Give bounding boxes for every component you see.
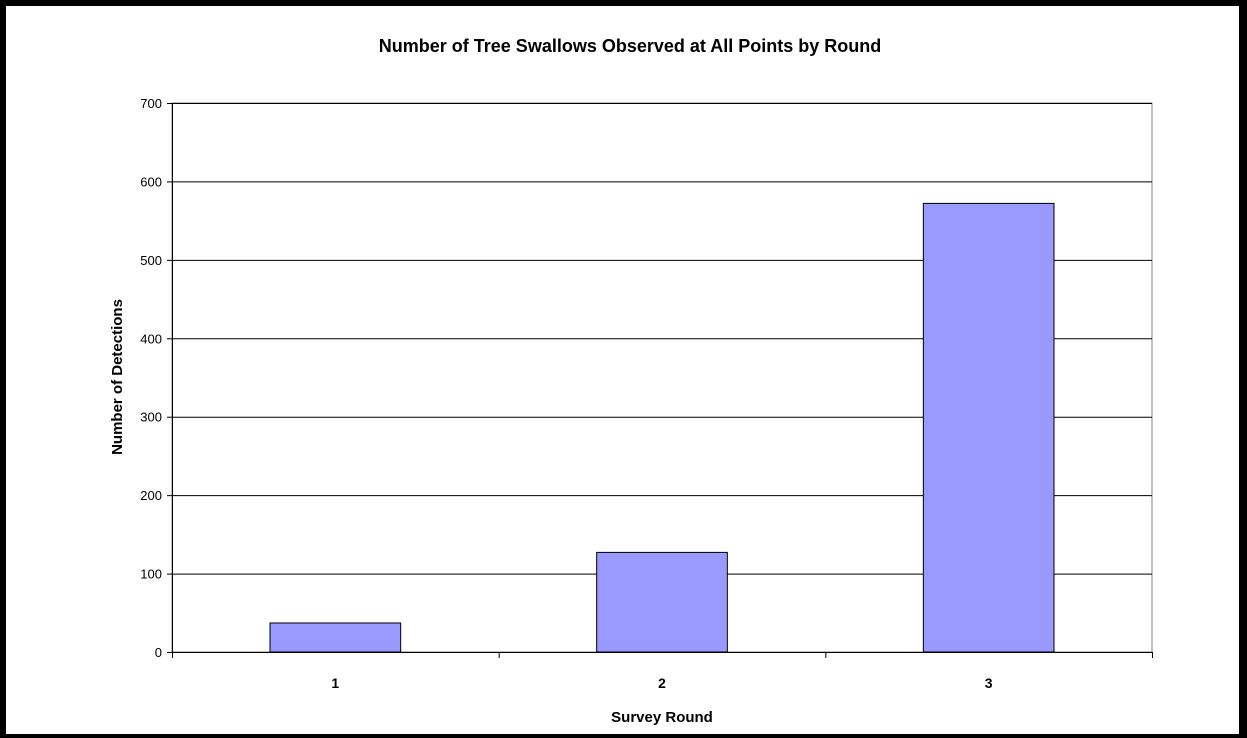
y-tick-label: 0 bbox=[155, 645, 162, 660]
y-tick-label: 600 bbox=[140, 174, 162, 189]
x-axis-label: Survey Round bbox=[611, 709, 713, 726]
chart-title: Number of Tree Swallows Observed at All … bbox=[379, 36, 881, 56]
y-tick-label: 300 bbox=[140, 410, 162, 425]
bar-2 bbox=[596, 551, 728, 653]
x-tick-label: 2 bbox=[658, 675, 666, 691]
bar-1 bbox=[269, 622, 402, 653]
x-tick-label: 3 bbox=[985, 675, 993, 691]
y-tick-label: 200 bbox=[140, 488, 162, 503]
y-tick-label: 400 bbox=[140, 331, 162, 346]
x-tick-label: 1 bbox=[331, 675, 339, 691]
bars bbox=[269, 202, 1055, 653]
x-tick-labels: 1 2 3 bbox=[331, 675, 992, 691]
y-tick-label: 100 bbox=[140, 567, 162, 582]
axes bbox=[167, 103, 1153, 658]
y-axis-label: Number of Detections bbox=[109, 299, 126, 455]
y-tick-labels: 0 100 200 300 400 500 600 700 bbox=[140, 96, 162, 660]
y-tick-label: 700 bbox=[140, 96, 162, 111]
bar-3 bbox=[922, 202, 1055, 653]
y-tick-label: 500 bbox=[140, 253, 162, 268]
